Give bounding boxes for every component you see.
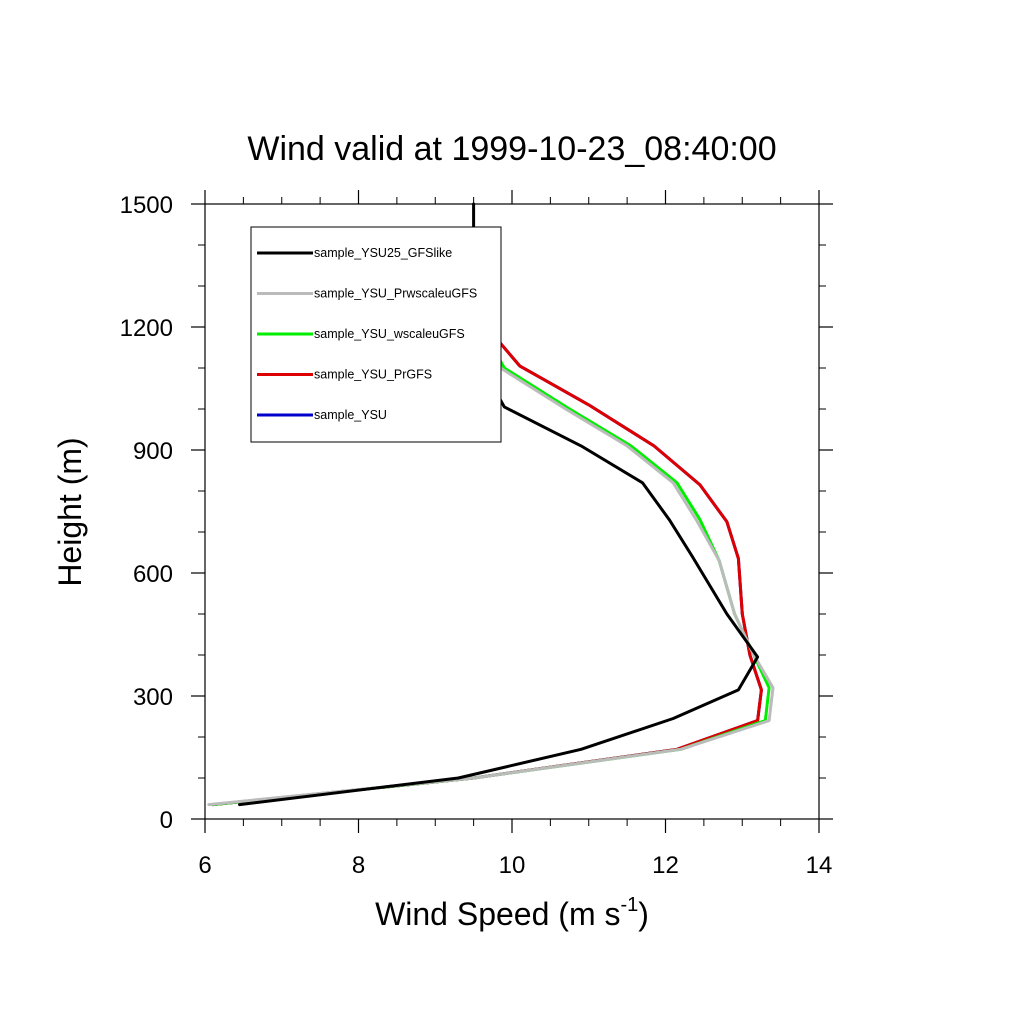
legend-label: sample_YSU_PrwscaleuGFS — [314, 287, 477, 301]
plot-frame — [204, 203, 820, 820]
chart-title: Wind valid at 1999-10-23_08:40:00 — [247, 130, 776, 168]
y-tick-label: 1500 — [120, 192, 173, 219]
legend-label: sample_YSU_wscaleuGFS — [314, 327, 465, 341]
tick-marks — [191, 190, 833, 833]
y-axis-title: Height (m) — [52, 437, 88, 586]
y-tick-label: 0 — [160, 807, 173, 834]
legend-label: sample_YSU25_GFSlike — [314, 246, 452, 260]
series-line-sample-ysu-prwscaleugfs — [207, 284, 775, 807]
y-tick-label: 300 — [133, 684, 173, 711]
x-tick-label: 14 — [806, 852, 833, 879]
y-tick-label: 1200 — [120, 315, 173, 342]
y-tick-label: 600 — [133, 561, 173, 588]
y-tick-label: 900 — [133, 438, 173, 465]
x-tick-label: 10 — [499, 852, 526, 879]
series-line-sample-ysu-prgfs — [211, 284, 763, 807]
legend: sample_YSU25_GFSlike sample_YSU_Prwscaleu… — [250, 226, 502, 443]
legend-label: sample_YSU_PrGFS — [314, 368, 432, 382]
tick-labels: 6 8 10 12 14 0 300 600 900 1200 1500 — [120, 192, 833, 879]
x-tick-label: 12 — [652, 852, 679, 879]
x-tick-label: 6 — [198, 852, 211, 879]
legend-label: sample_YSU — [314, 408, 387, 422]
x-axis-title: Wind Speed (m s-1) — [375, 894, 649, 932]
x-tick-label: 8 — [352, 852, 365, 879]
